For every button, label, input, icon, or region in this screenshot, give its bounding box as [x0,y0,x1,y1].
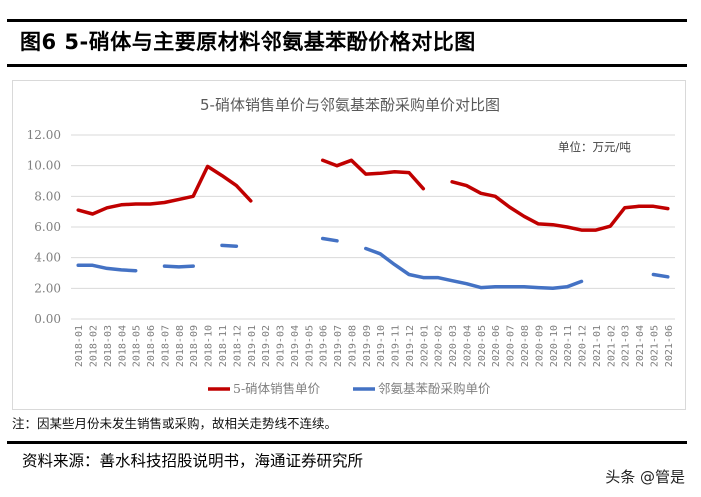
x-tick-label: 2020-01 [419,325,430,367]
x-tick-label: 2020-07 [506,325,517,367]
x-tick-label: 2019-08 [347,325,358,367]
x-tick-label: 2018-08 [175,325,186,367]
legend-label: 5-硝体销售单价 [233,381,321,396]
title-rule [7,64,687,67]
series-line-5-nitro [76,164,253,216]
x-tick-label: 2020-04 [462,325,473,367]
x-tick-label: 2019-07 [333,325,344,367]
x-tick-label: 2018-07 [160,325,171,367]
x-tick-label: 2019-03 [276,325,287,367]
series-line-o-aminophenol [320,236,339,243]
y-tick-label: 10.00 [27,159,61,173]
x-tick-label: 2020-11 [563,325,574,367]
x-tick-label: 2018-06 [146,325,157,367]
x-tick-label: 2018-02 [89,325,100,367]
x-tick-label: 2019-06 [319,325,330,367]
series-line-5-nitro [450,180,670,232]
x-tick-label: 2018-01 [74,325,85,367]
x-tick-label: 2021-01 [592,325,603,367]
gridlines [71,134,675,320]
x-tick-label: 2018-04 [117,325,128,367]
y-tick-label: 4.00 [34,251,61,265]
series-lines [76,158,670,291]
top-rule [7,19,687,22]
x-tick-label: 2020-03 [448,325,459,367]
series-line-o-aminophenol [76,263,138,273]
x-tick-label: 2020-10 [549,325,560,367]
x-tick-label: 2020-05 [477,325,488,367]
x-tick-label: 2020-08 [520,325,531,367]
x-tick-label: 2019-09 [362,325,373,367]
x-tick-label: 2019-12 [405,325,416,367]
x-tick-label: 2018-10 [204,325,215,367]
x-tick-label: 2018-05 [132,325,143,367]
y-axis: 0.00 2.00 4.00 6.00 8.00 10.00 12.00 [27,128,61,326]
legend-label: 邻氨基苯酚采购单价 [378,381,491,396]
source-text: 资料来源：善水科技招股说明书，海通证券研究所 [22,452,364,470]
x-tick-label: 2021-05 [649,325,660,367]
x-tick-label: 2018-11 [218,325,229,367]
watermark: 头条 @管是 [605,468,685,486]
x-tick-label: 2020-02 [434,325,445,367]
x-tick-label: 2021-04 [635,325,646,367]
x-tick-label: 2018-09 [189,325,200,367]
x-tick-label: 2018-03 [103,325,114,367]
x-tick-label: 2021-06 [664,325,675,367]
x-tick-label: 2019-11 [391,325,402,367]
source-rule [7,441,687,444]
x-tick-label: 2020-06 [491,325,502,367]
chart-note: 注：因某些月份未发生销售或采购，故相关走势线不连续。 [12,416,338,431]
line-chart: 5-硝体销售单价与邻氨基苯酚采购单价对比图 单位：万元/吨 0.00 2.00 4.… [27,96,675,396]
y-tick-label: 8.00 [34,189,61,203]
x-tick-label: 2019-05 [304,325,315,367]
x-tick-label: 2019-02 [261,325,272,367]
x-tick-label: 2019-01 [247,325,258,367]
y-tick-label: 2.00 [34,281,61,295]
y-tick-label: 0.00 [34,312,61,326]
series-line-o-aminophenol [651,272,670,279]
chart-frame: 5-硝体销售单价与邻氨基苯酚采购单价对比图 单位：万元/吨 0.00 2.00 4.… [12,80,686,410]
x-tick-label: 2019-10 [376,325,387,367]
series-line-o-aminophenol [220,243,239,248]
x-tick-label: 2021-02 [606,325,617,367]
x-tick-label: 2020-12 [578,325,589,367]
x-tick-label: 2019-04 [290,325,301,367]
chart-title: 5-硝体销售单价与邻氨基苯酚采购单价对比图 [200,96,500,114]
series-line-5-nitro [320,158,426,191]
unit-label: 单位：万元/吨 [558,140,631,154]
series-line-o-aminophenol [162,264,195,269]
y-tick-label: 6.00 [34,220,61,234]
x-axis: 2018-01 2018-02 2018-03 2018-04 2018-05 2018-… [74,325,675,367]
y-tick-label: 12.00 [27,128,61,142]
legend: 5-硝体销售单价 邻氨基苯酚采购单价 [208,381,491,396]
x-tick-label: 2018-12 [232,325,243,367]
figure-title: 图6 5-硝体与主要原材料邻氨基苯酚价格对比图 [20,30,476,54]
series-line-o-aminophenol [364,246,584,291]
x-tick-label: 2020-09 [534,325,545,367]
x-tick-label: 2021-03 [621,325,632,367]
